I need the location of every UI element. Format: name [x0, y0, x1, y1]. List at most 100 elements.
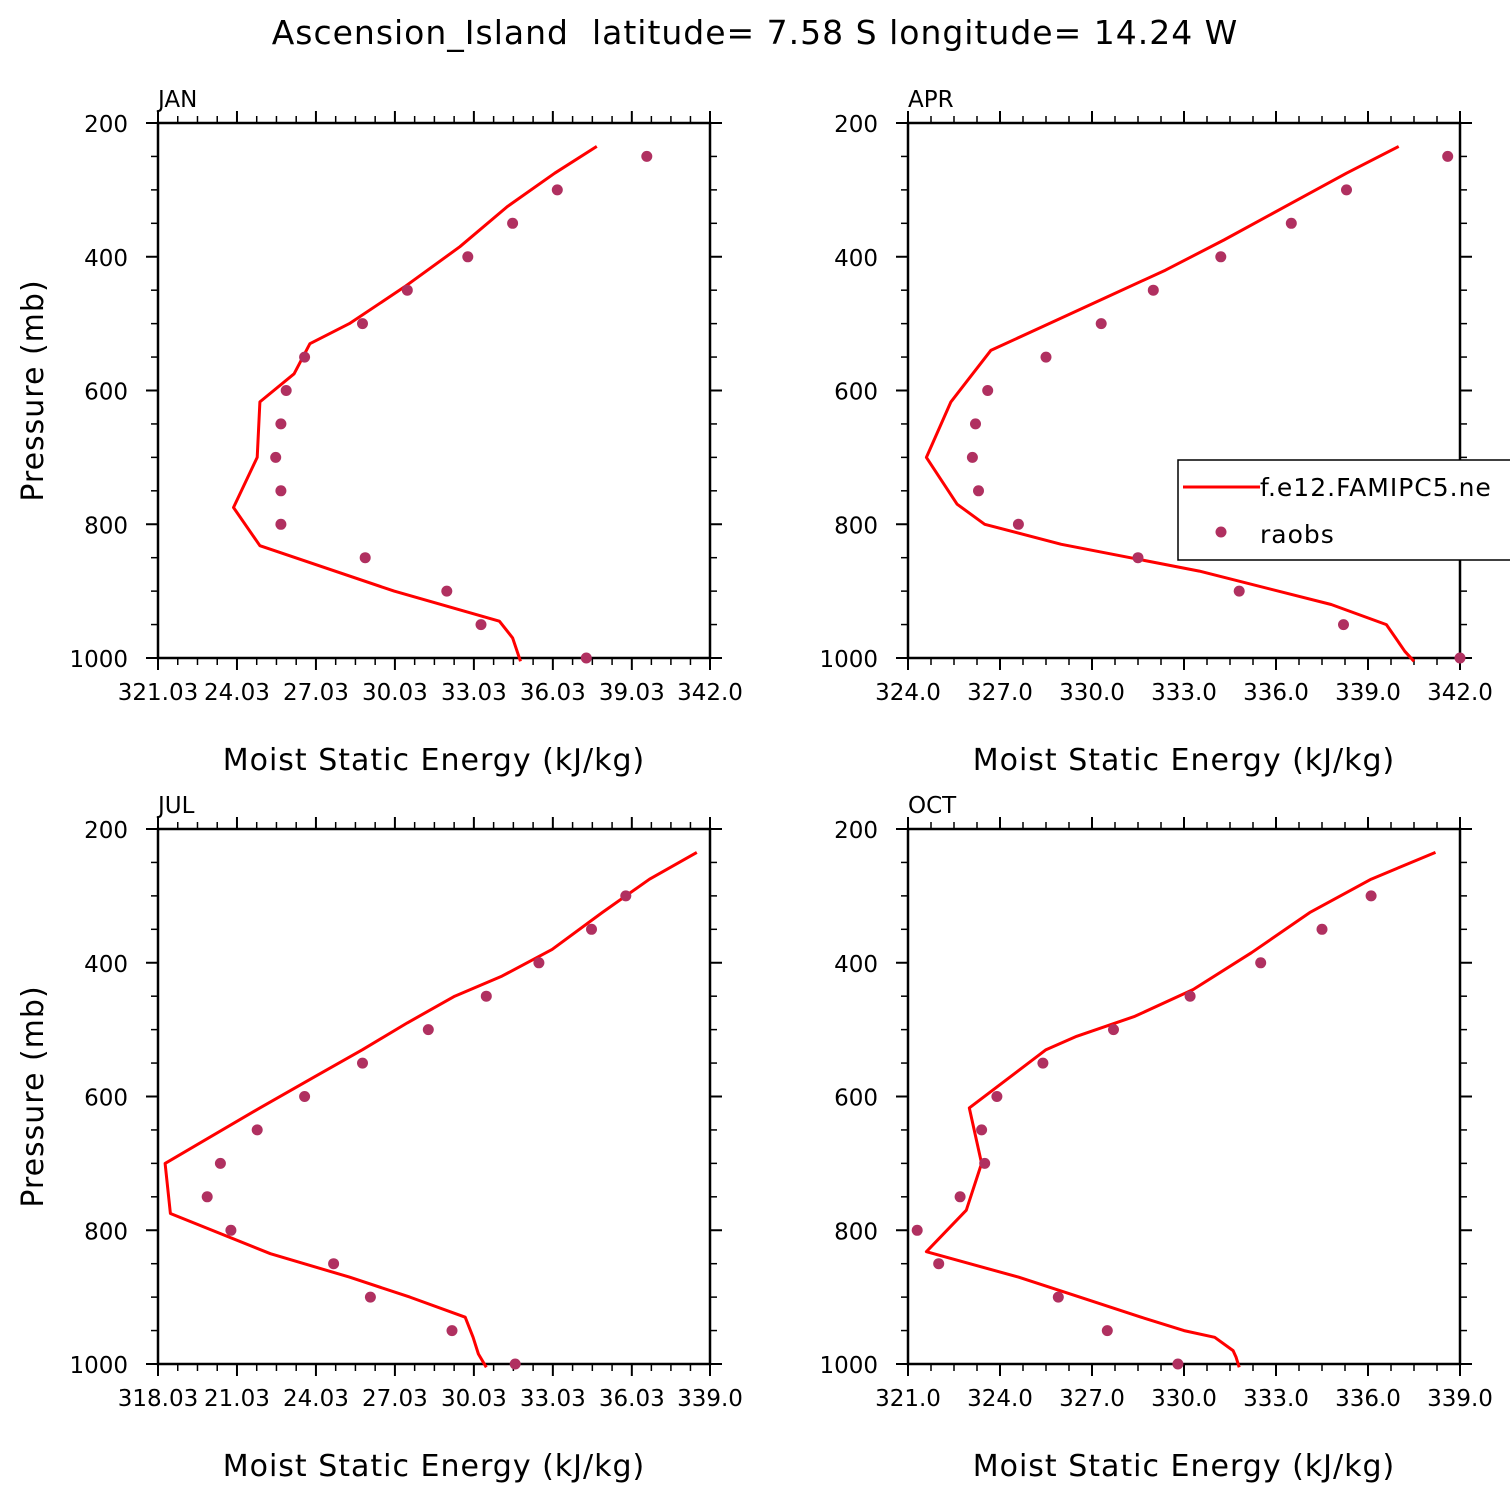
raobs-point — [970, 418, 981, 430]
raobs-point — [270, 451, 282, 463]
raobs-point — [982, 385, 994, 396]
x-tick-label: 324.0 — [967, 1386, 1033, 1412]
panel-label: JAN — [156, 87, 197, 113]
legend-model-label: f.e12.FAMIPC5.ne — [1260, 473, 1492, 502]
y-tick-label: 800 — [834, 1219, 878, 1245]
x-tick-label: 24.03 — [283, 1386, 349, 1412]
y-tick-label: 1000 — [819, 647, 878, 673]
panel-label: APR — [908, 87, 954, 113]
y-tick-label: 400 — [834, 246, 878, 272]
raobs-point — [475, 619, 487, 631]
raobs-point — [251, 1124, 263, 1136]
raobs-point — [1316, 923, 1328, 935]
raobs-point — [976, 1124, 988, 1136]
x-tick-label: 339.0 — [677, 1386, 743, 1412]
raobs-point — [979, 1157, 991, 1169]
legend-obs-label: raobs — [1260, 520, 1335, 549]
y-tick-label: 1000 — [69, 1353, 128, 1379]
y-tick-label: 400 — [84, 246, 128, 272]
panel-apr: APR 324.0 327.0 330.0 333.0 336.0 339.0 342.0 20… — [819, 87, 1492, 778]
raobs-point — [1101, 1325, 1113, 1337]
legend-obs-marker — [1215, 526, 1227, 538]
x-tick-label: 24.03 — [204, 680, 270, 706]
y-tick-label: 400 — [834, 952, 878, 978]
raobs-point — [1442, 150, 1454, 162]
raobs-point — [225, 1224, 237, 1236]
raobs-point — [911, 1224, 923, 1236]
raobs-point — [357, 1057, 368, 1069]
y-tick-label: 800 — [84, 1219, 128, 1245]
x-tick-label: 39.03 — [599, 680, 665, 706]
raobs-point — [1233, 585, 1245, 597]
model-line — [163, 851, 698, 1369]
raobs-point — [364, 1291, 376, 1303]
plot-frame — [156, 827, 712, 1366]
y-tick-label: 800 — [84, 513, 128, 539]
x-tick-label: 324.0 — [875, 680, 941, 706]
raobs-point — [275, 518, 287, 530]
raobs-point — [533, 957, 545, 969]
x-tick-label: 327.0 — [967, 680, 1033, 706]
raobs-point — [586, 923, 597, 935]
panel-jan: JAN 321.03 24.03 27.03 30.03 33.03 36.03 39.03 3… — [16, 87, 743, 778]
plot-frame — [906, 827, 1462, 1366]
raobs-point — [1040, 351, 1052, 363]
x-tick-label: 36.03 — [520, 680, 586, 706]
panel-label: JUL — [156, 793, 195, 819]
x-tick-label: 342.0 — [1427, 680, 1493, 706]
figure-title: Ascension_Island latitude= 7.58 S longit… — [272, 13, 1239, 52]
x-tick-label: 333.0 — [1151, 680, 1217, 706]
x-tick-label: 33.03 — [441, 680, 507, 706]
y-tick-label: 1000 — [819, 1353, 878, 1379]
raobs-point — [328, 1258, 340, 1270]
raobs-point — [359, 552, 371, 564]
x-tick-label: 333.0 — [1243, 1386, 1309, 1412]
raobs-point — [1255, 957, 1267, 969]
raobs-point — [551, 184, 563, 196]
raobs-point — [275, 485, 287, 497]
raobs-point — [966, 451, 978, 463]
raobs-point — [299, 1091, 311, 1102]
x-tick-label: 21.03 — [204, 1386, 270, 1412]
x-tick-label: 30.03 — [441, 1386, 507, 1412]
x-tick-label: 318.03 — [118, 1386, 198, 1412]
x-tick-label: 336.0 — [1335, 1386, 1401, 1412]
raobs-point — [1341, 184, 1352, 196]
raobs-point — [357, 318, 368, 330]
model-line — [232, 145, 598, 662]
x-axis-title: Moist Static Energy (kJ/kg) — [223, 1449, 646, 1484]
x-tick-label: 339.0 — [1427, 1386, 1493, 1412]
y-tick-label: 800 — [834, 513, 878, 539]
x-axis-title: Moist Static Energy (kJ/kg) — [223, 743, 646, 778]
y-tick-label: 400 — [84, 952, 128, 978]
plot-frame — [156, 121, 712, 660]
x-tick-label: 330.0 — [1151, 1386, 1217, 1412]
x-tick-label: 27.03 — [362, 1386, 428, 1412]
x-tick-label: 342.0 — [677, 680, 743, 706]
raobs-point — [480, 990, 492, 1002]
y-tick-label: 600 — [834, 380, 878, 406]
raobs-point — [1285, 217, 1297, 229]
raobs-point — [446, 1325, 458, 1337]
raobs-point — [1052, 1291, 1064, 1303]
y-axis-title: Pressure (mb) — [16, 279, 51, 501]
x-tick-label: 30.03 — [362, 680, 428, 706]
x-tick-label: 339.0 — [1335, 680, 1401, 706]
model-line — [924, 851, 1437, 1368]
raobs-point — [1172, 1358, 1184, 1370]
raobs-point — [201, 1191, 213, 1203]
raobs-point — [1454, 652, 1466, 664]
y-tick-label: 1000 — [69, 647, 128, 673]
raobs-point — [1012, 518, 1024, 530]
panel-oct: OCT 321.0 324.0 327.0 330.0 333.0 336.0 339.0 20… — [819, 793, 1492, 1484]
raobs-point — [299, 351, 311, 363]
y-tick-label: 600 — [834, 1086, 878, 1112]
raobs-point — [954, 1191, 966, 1203]
x-axis-title: Moist Static Energy (kJ/kg) — [973, 743, 1396, 778]
raobs-point — [1108, 1024, 1119, 1036]
x-tick-label: 36.03 — [599, 1386, 665, 1412]
x-axis-title: Moist Static Energy (kJ/kg) — [973, 1449, 1396, 1484]
legend-box — [1177, 459, 1510, 561]
raobs-point — [580, 652, 592, 664]
